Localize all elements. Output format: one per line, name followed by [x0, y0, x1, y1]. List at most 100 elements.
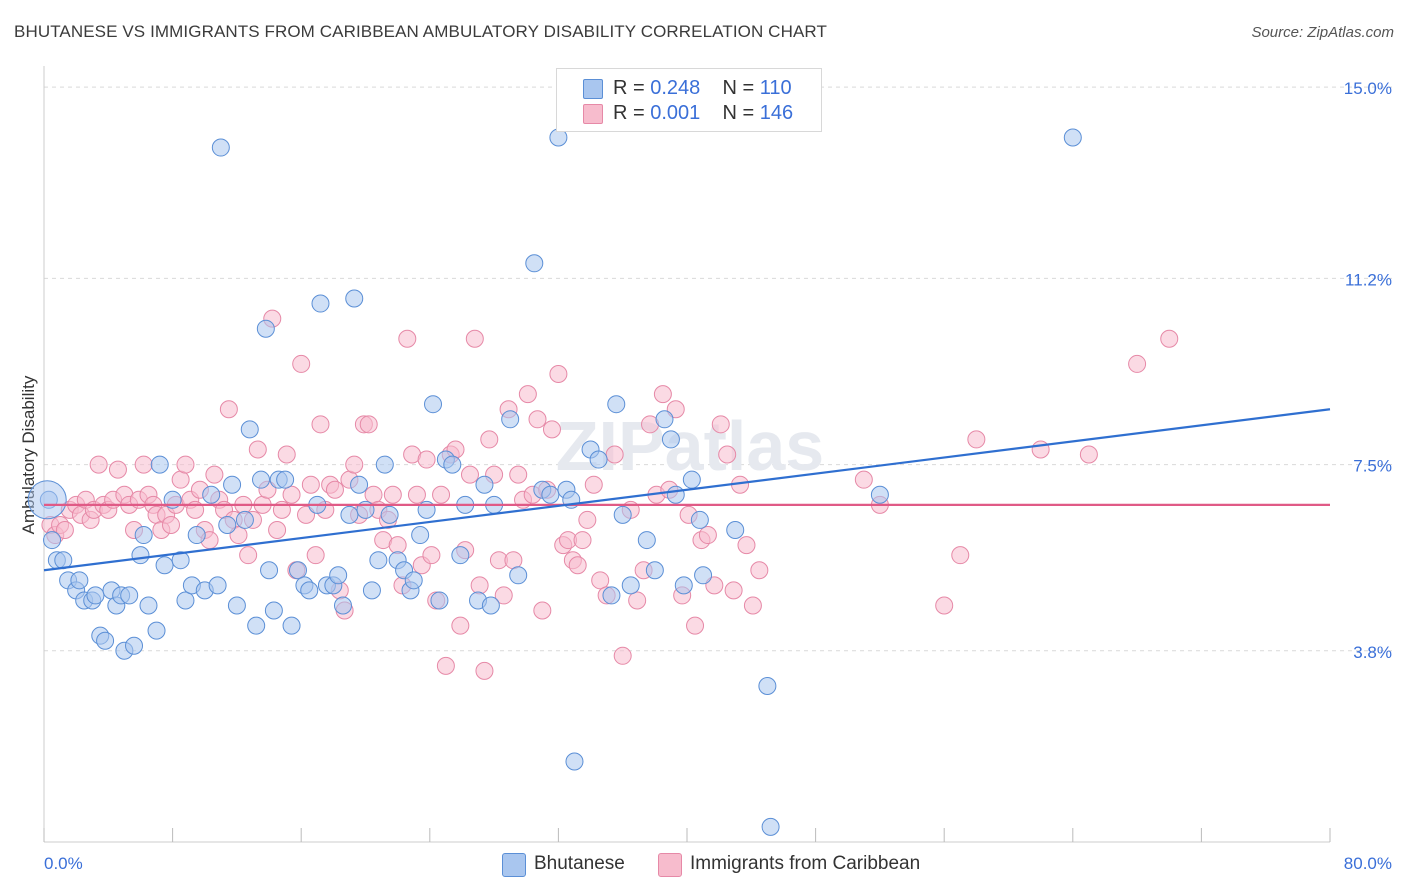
caribbean-point: [935, 596, 954, 615]
caribbean-point: [494, 586, 513, 605]
bhutanese-point: [260, 561, 279, 580]
bhutanese-point: [202, 485, 221, 504]
bhutanese-point: [375, 455, 394, 474]
y-tick-label: 3.8%: [1353, 643, 1392, 662]
bhutanese-point: [282, 616, 301, 635]
caribbean-point: [568, 556, 587, 575]
bhutanese-point: [525, 254, 544, 273]
bhutanese-point: [176, 591, 195, 610]
bhutanese-point: [613, 505, 632, 524]
bhutanese-point: [369, 551, 388, 570]
caribbean-point: [460, 465, 479, 484]
bhutanese-point: [674, 576, 693, 595]
bhutanese-point: [589, 450, 608, 469]
bhutanese-point: [256, 319, 275, 338]
bhutanese-point: [481, 596, 500, 615]
caribbean-point: [470, 576, 489, 595]
caribbean-point: [325, 480, 344, 499]
bhutanese-point: [218, 515, 237, 534]
caribbean-point: [605, 445, 624, 464]
caribbean-point: [277, 445, 296, 464]
bhutanese-point: [690, 510, 709, 529]
caribbean-point: [967, 430, 986, 449]
caribbean-point: [613, 646, 632, 665]
bhutanese-point: [443, 455, 462, 474]
caribbean-point: [854, 470, 873, 489]
caribbean-point: [480, 430, 499, 449]
caribbean-point: [89, 455, 108, 474]
r-value: 0.001: [650, 102, 701, 124]
bhutanese-point: [424, 395, 443, 414]
bhutanese-point: [661, 430, 680, 449]
bhutanese-point: [211, 138, 230, 157]
caribbean-point: [388, 536, 407, 555]
bhutanese-point: [125, 636, 144, 655]
bhutanese-point: [475, 475, 494, 494]
caribbean-point: [306, 546, 325, 565]
caribbean-point: [542, 420, 561, 439]
caribbean-point: [301, 475, 320, 494]
caribbean-point: [268, 521, 287, 539]
caribbean-point: [134, 455, 153, 474]
bhutanese-point: [340, 505, 359, 524]
caribbean-point: [108, 460, 127, 479]
bhutanese-point: [761, 817, 780, 836]
bhutanese-point: [694, 566, 713, 585]
caribbean-point: [359, 415, 378, 434]
caribbean-point: [504, 551, 523, 570]
bhutanese-point: [637, 531, 656, 550]
caribbean-point: [1079, 445, 1098, 464]
bhutanese-point: [411, 526, 430, 545]
bhutanese-point: [726, 521, 745, 539]
bhutanese-point: [208, 576, 227, 595]
bhutanese-point: [404, 571, 423, 590]
caribbean-point: [1128, 354, 1147, 373]
bhutanese-point: [645, 561, 664, 580]
caribbean-point: [951, 546, 970, 565]
n-label: N =: [722, 102, 760, 124]
bhutanese-point: [329, 566, 348, 585]
caribbean-point: [407, 485, 426, 504]
bhutanese-point: [509, 566, 528, 585]
caribbean-point: [737, 536, 756, 555]
caribbean-point: [718, 445, 737, 464]
chart-title: BHUTANESE VS IMMIGRANTS FROM CARIBBEAN A…: [14, 22, 827, 41]
caribbean-point: [55, 521, 74, 539]
bhutanese-point: [147, 621, 166, 640]
r-label: R =: [613, 102, 651, 124]
caribbean-point: [364, 485, 383, 504]
caribbean-point: [584, 475, 603, 494]
r-value: 0.248: [650, 77, 701, 99]
caribbean-point: [398, 329, 417, 348]
caribbean-point: [171, 470, 190, 489]
caribbean-point: [297, 505, 316, 524]
bhutanese-point: [70, 571, 89, 590]
caribbean-point: [724, 581, 743, 600]
bhutanese-point: [333, 596, 352, 615]
bhutanese-point: [682, 470, 701, 489]
bhutanese-point: [150, 455, 169, 474]
y-tick-label: 7.5%: [1353, 457, 1392, 476]
bhutanese-point: [350, 475, 369, 494]
bhutanese-point: [666, 485, 685, 504]
y-tick-label: 11.2%: [1345, 270, 1392, 289]
bhutanese-point: [541, 485, 560, 504]
pink-swatch-icon: [583, 104, 603, 124]
caribbean-point: [686, 616, 705, 635]
caribbean-point: [422, 546, 441, 565]
blue-swatch-icon: [502, 853, 526, 877]
y-tick-label: 15.0%: [1344, 79, 1392, 98]
pink-swatch-icon: [658, 853, 682, 877]
bhutanese-point: [171, 551, 190, 570]
bhutanese-point: [43, 531, 62, 550]
bhutanese-point: [758, 677, 777, 695]
caribbean-point: [345, 455, 364, 474]
bhutanese-point: [380, 505, 399, 524]
bhutanese-point: [96, 631, 115, 650]
legend-label: Immigrants from Caribbean: [690, 853, 921, 874]
caribbean-point: [417, 450, 436, 469]
caribbean-point: [311, 415, 330, 434]
caribbean-point: [451, 616, 470, 635]
source-label: Source: ZipAtlas.com: [1251, 24, 1394, 41]
caribbean-point: [711, 415, 730, 434]
